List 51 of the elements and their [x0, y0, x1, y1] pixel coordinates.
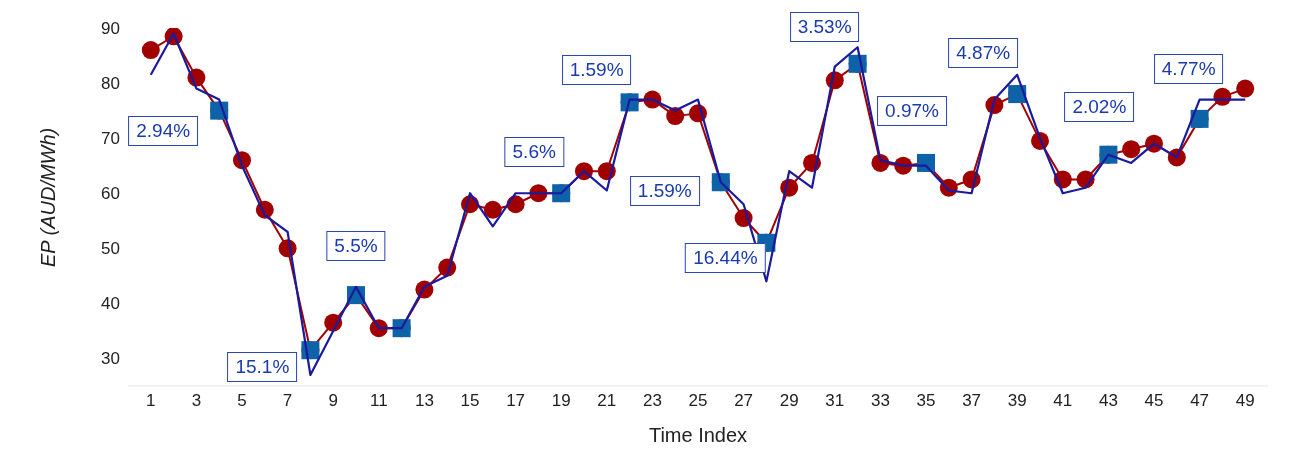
x-tick-label: 25 — [688, 391, 708, 411]
x-tick-label: 7 — [282, 391, 293, 411]
annotation: 4.77% — [1153, 53, 1224, 84]
x-axis-title: Time Index — [648, 424, 748, 446]
annotation: 5.5% — [326, 231, 386, 262]
point — [483, 200, 502, 219]
x-tick-label: 27 — [734, 391, 754, 411]
point — [1122, 140, 1141, 159]
x-tick-label: 35 — [916, 391, 936, 411]
y-tick-label: 90 — [101, 19, 120, 39]
x-tick-label: 11 — [369, 391, 388, 411]
x-tick-label: 1 — [146, 391, 156, 411]
x-tick-label: 3 — [191, 391, 202, 411]
x-tick-label: 37 — [962, 391, 982, 411]
y-tick-label: 50 — [101, 239, 120, 259]
annotation: 0.97% — [877, 95, 947, 126]
y-tick-label: 40 — [101, 294, 120, 314]
y-tick-label: 30 — [101, 349, 120, 369]
y-axis-title: EP (AUD/MWh) — [37, 127, 60, 267]
x-tick-label: 23 — [642, 391, 662, 411]
x-tick-label: 15 — [460, 391, 480, 411]
x-tick-label: 21 — [597, 391, 617, 411]
x-tick-label: 19 — [551, 391, 571, 411]
annotation: 2.02% — [1064, 91, 1135, 122]
x-tick-label: 41 — [1053, 391, 1073, 411]
x-tick-label: 39 — [1007, 391, 1027, 411]
y-tick-label: 80 — [101, 74, 120, 94]
annotation: 16.44% — [685, 242, 766, 273]
x-tick-label: 17 — [506, 391, 526, 411]
annotation: 4.87% — [948, 38, 1019, 69]
annotation: 1.59% — [629, 176, 700, 207]
annotation: 15.1% — [227, 352, 298, 383]
x-tick-label: 47 — [1190, 391, 1210, 411]
annotation: 1.59% — [561, 55, 632, 86]
x-tick-label: 13 — [414, 391, 434, 411]
x-tick-label: 49 — [1235, 391, 1255, 411]
x-tick-label: 45 — [1144, 391, 1164, 411]
point — [1236, 79, 1255, 98]
x-tick-label: 33 — [870, 391, 890, 411]
x-tick-label: 29 — [779, 391, 799, 411]
x-tick-label: 9 — [328, 391, 338, 411]
annotation: 2.94% — [128, 115, 199, 146]
point — [141, 41, 160, 60]
x-tick-label: 31 — [825, 391, 845, 411]
y-tick-label: 60 — [101, 184, 120, 204]
y-tick-label: 70 — [101, 129, 120, 149]
annotation: 3.53% — [789, 11, 860, 42]
x-tick-label: 5 — [237, 391, 247, 411]
annotation: 5.6% — [504, 137, 564, 168]
point — [666, 107, 685, 126]
x-tick-label: 43 — [1098, 391, 1118, 411]
